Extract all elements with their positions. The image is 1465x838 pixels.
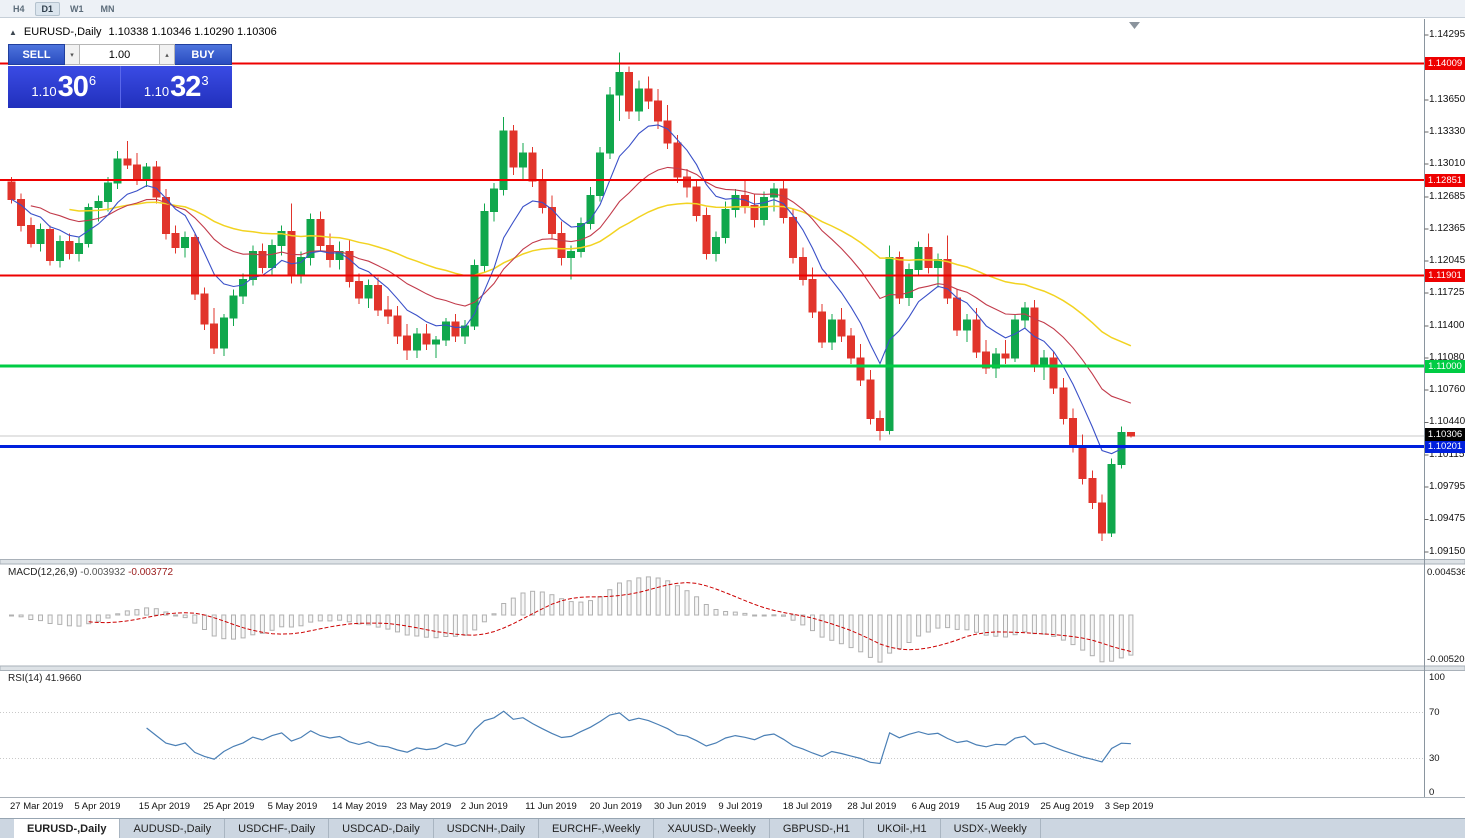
ask-price-big-digits: 32 xyxy=(170,71,201,103)
rsi-axis-label: 70 xyxy=(1429,706,1440,718)
price-axis-label: 1.13010 xyxy=(1429,158,1465,170)
price-axis-label: 1.09150 xyxy=(1429,546,1465,557)
price-axis-label: 1.12045 xyxy=(1429,255,1465,267)
chart-tab-6[interactable]: XAUUSD-,Weekly xyxy=(654,819,770,838)
price-axis-label: 1.13650 xyxy=(1429,93,1465,105)
ask-price-pip-digit: 3 xyxy=(201,73,209,88)
time-axis-label: 2 Jun 2019 xyxy=(460,801,508,812)
rsi-value: 41.9660 xyxy=(45,673,82,684)
price-axis-label: 1.10440 xyxy=(1429,416,1465,428)
bid-price-big-digits: 30 xyxy=(57,71,89,103)
chart-tab-9[interactable]: USDX-,Weekly xyxy=(941,819,1041,838)
hline-price-badge: 1.12851 xyxy=(1425,173,1465,187)
rsi-indicator-label: RSI(14) 41.9660 xyxy=(8,673,81,684)
time-axis-label: 20 Jun 2019 xyxy=(589,801,642,812)
time-axis-label: 25 Aug 2019 xyxy=(1040,801,1094,812)
time-axis-label: 25 Apr 2019 xyxy=(203,801,255,812)
time-axis-label: 15 Apr 2019 xyxy=(138,801,191,812)
price-axis-label: 1.09795 xyxy=(1429,481,1465,493)
macd-main-value: -0.003932 xyxy=(80,567,126,578)
chart-ohlc-label: 1.10338 1.10346 1.10290 1.10306 xyxy=(108,26,277,38)
price-axis-label: 1.11400 xyxy=(1429,319,1465,331)
rsi-axis-label: 0 xyxy=(1429,787,1435,798)
buy-price-display[interactable]: 1.10 32 3 xyxy=(119,66,232,108)
shift-marker-icon xyxy=(1129,22,1140,29)
chart-symbol-label: EURUSD-,Daily xyxy=(23,26,102,38)
one-click-trading-panel: SELL ▾ 1.00 ▴ BUY 1.10 30 6 1.10 32 3 xyxy=(8,44,232,108)
volume-input[interactable]: 1.00 xyxy=(80,44,160,65)
chart-tabs-bar: EURUSD-,Daily AUDUSD-,Daily USDCHF-,Daily U… xyxy=(0,818,1465,838)
price-axis-label: 1.12685 xyxy=(1429,190,1465,202)
chart-tab-8[interactable]: UKOil-,H1 xyxy=(864,819,941,838)
sell-price-display[interactable]: 1.10 30 6 xyxy=(8,66,120,108)
hline-price-badge: 1.11901 xyxy=(1425,269,1465,283)
time-axis-label: 18 Jul 2019 xyxy=(782,801,832,812)
macd-axis-max-label: 0.004536 xyxy=(1427,567,1465,578)
bid-price-prefix: 1.10 xyxy=(31,84,57,99)
hline-price-badge: 1.11000 xyxy=(1425,359,1465,373)
timeframe-d1-button[interactable]: D1 xyxy=(34,1,61,16)
chart-tab-2[interactable]: USDCHF-,Daily xyxy=(225,819,330,838)
volume-increase-spinner[interactable]: ▴ xyxy=(160,44,175,65)
price-axis-label: 1.11080 xyxy=(1429,352,1465,364)
hline-price-badge: 1.14009 xyxy=(1425,57,1465,71)
sell-button[interactable]: SELL xyxy=(8,44,65,65)
timeframe-w1-button[interactable]: W1 xyxy=(70,3,84,14)
price-axis-label: 1.12365 xyxy=(1429,222,1465,234)
price-axis-label: 1.10760 xyxy=(1429,384,1465,396)
time-axis-label: 28 Jul 2019 xyxy=(847,801,897,812)
volume-decrease-spinner[interactable]: ▾ xyxy=(65,44,80,65)
time-axis-label: 5 Apr 2019 xyxy=(74,801,121,812)
ask-price-prefix: 1.10 xyxy=(143,84,170,99)
buy-button[interactable]: BUY xyxy=(175,44,232,65)
macd-signal-value: -0.003772 xyxy=(128,567,174,578)
chart-tab-4[interactable]: USDCNH-,Daily xyxy=(434,819,539,838)
bid-price-pip-digit: 6 xyxy=(88,73,97,88)
time-axis-label: 5 May 2019 xyxy=(267,801,318,812)
timeframe-h4-button[interactable]: H4 xyxy=(13,3,25,14)
price-axis-label: 1.14295 xyxy=(1429,29,1465,40)
time-axis-label: 6 Aug 2019 xyxy=(911,801,960,812)
macd-indicator-label: MACD(12,26,9) -0.003932 -0.003772 xyxy=(8,567,173,578)
rsi-name: RSI(14) xyxy=(8,673,43,684)
chart-tab-5[interactable]: EURCHF-,Weekly xyxy=(539,819,655,838)
chart-tab-0[interactable]: EURUSD-,Daily xyxy=(14,819,121,838)
collapse-triangle-icon[interactable]: ▲ xyxy=(9,27,17,37)
time-axis-label: 27 Mar 2019 xyxy=(10,801,64,812)
time-axis-label: 9 Jul 2019 xyxy=(718,801,763,812)
time-axis-label: 11 Jun 2019 xyxy=(525,801,577,812)
chart-tab-1[interactable]: AUDUSD-,Daily xyxy=(120,819,226,838)
time-axis-label: 15 Aug 2019 xyxy=(976,801,1030,812)
price-axis-label: 1.09475 xyxy=(1429,513,1465,525)
macd-axis-min-label: -0.005205 xyxy=(1427,654,1465,665)
hline-price-badge: 1.10201 xyxy=(1425,439,1465,453)
current-price-badge: 1.10306 xyxy=(1425,427,1465,441)
time-axis-label: 23 May 2019 xyxy=(396,801,452,812)
macd-name: MACD(12,26,9) xyxy=(8,567,78,578)
timeframe-toolbar: H4 D1 W1 MN xyxy=(0,0,1465,18)
price-axis-label: 1.10115 xyxy=(1429,449,1465,460)
price-axis-label: 1.13330 xyxy=(1429,126,1465,137)
timeframe-mn-button[interactable]: MN xyxy=(100,3,115,14)
chart-tab-7[interactable]: GBPUSD-,H1 xyxy=(770,819,865,838)
time-axis-label: 3 Sep 2019 xyxy=(1104,801,1154,812)
rsi-axis-label: 30 xyxy=(1429,752,1440,764)
chart-title: ▲ EURUSD-,Daily 1.10338 1.10346 1.10290 … xyxy=(9,26,277,38)
time-axis-label: 14 May 2019 xyxy=(332,801,387,812)
chart-tab-3[interactable]: USDCAD-,Daily xyxy=(329,819,434,838)
rsi-axis-label: 100 xyxy=(1429,672,1445,683)
price-axis-label: 1.11725 xyxy=(1429,287,1465,299)
time-axis-label: 30 Jun 2019 xyxy=(654,801,707,812)
